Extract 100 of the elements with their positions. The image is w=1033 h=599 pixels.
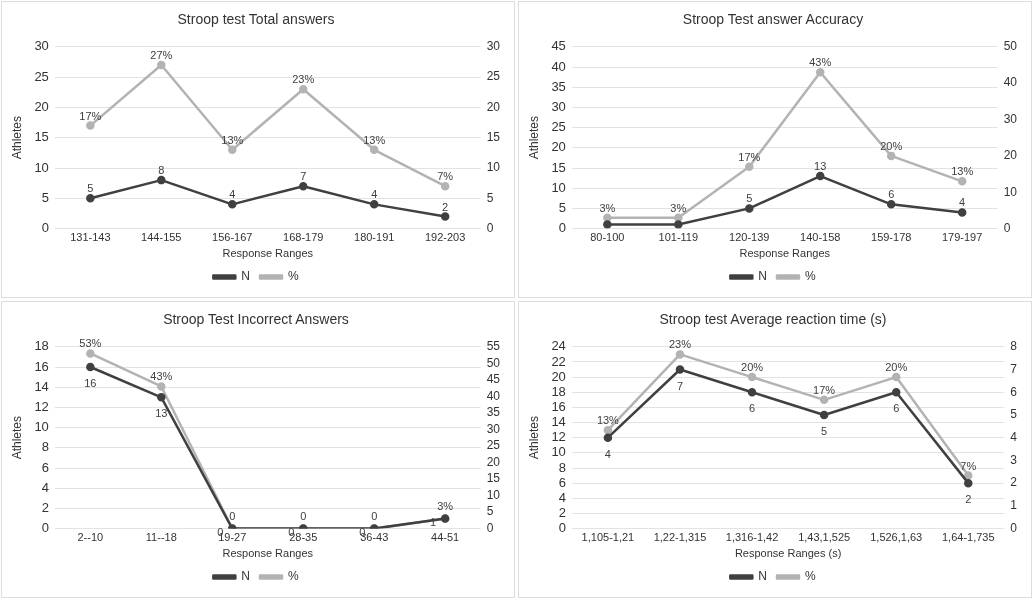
x-tick-label: 1,316-1,42 xyxy=(725,531,779,544)
point xyxy=(815,171,825,181)
data-label: 20% xyxy=(885,361,908,374)
data-label: 6 xyxy=(888,188,895,201)
y2-tick-label: 6 xyxy=(1010,384,1018,399)
x-tick-label: 180-191 xyxy=(354,231,395,244)
y2-tick-label: 10 xyxy=(1003,184,1018,199)
x-tick-label: 1,526,1,63 xyxy=(870,531,923,544)
point xyxy=(886,200,896,209)
y2-tick-label: 35 xyxy=(486,405,501,420)
point xyxy=(964,478,973,488)
data-label: 23% xyxy=(292,73,315,86)
point xyxy=(747,372,757,382)
y-tick-label: 25 xyxy=(34,68,49,84)
x-tick-label: 1,43,1,525 xyxy=(798,531,851,544)
data-label: 0 xyxy=(371,509,378,522)
data-label: 5 xyxy=(746,192,753,205)
y2-tick-label: 0 xyxy=(1010,520,1018,535)
x-tick-label: 1,64-1,735 xyxy=(941,531,995,544)
y-tick-label: 16 xyxy=(551,398,566,414)
y2-tick-label: 10 xyxy=(486,160,501,175)
data-label: 7% xyxy=(960,459,977,472)
data-label: 23% xyxy=(668,338,692,351)
x-tick-label: 120-139 xyxy=(729,231,770,244)
y2-tick-label: 20 xyxy=(486,99,501,114)
point xyxy=(86,362,95,372)
data-label: 13 xyxy=(814,160,827,173)
chart-title: Stroop test Total answers xyxy=(177,11,335,28)
y-tick-label: 2 xyxy=(41,499,49,515)
point xyxy=(674,220,683,229)
x-tick-label: 179-197 xyxy=(941,231,983,244)
y-tick-label: 18 xyxy=(34,338,49,354)
y2-tick-label: 10 xyxy=(486,487,501,502)
y-tick-label: 0 xyxy=(558,520,566,536)
data-label: 13% xyxy=(221,133,244,146)
point xyxy=(747,388,757,397)
y-tick-label: 30 xyxy=(34,38,49,54)
y-tick-label: 12 xyxy=(34,398,49,414)
data-label: 2 xyxy=(442,200,449,213)
y-axis-title: Athletes xyxy=(9,416,24,460)
point xyxy=(228,200,237,209)
y-tick-label: 20 xyxy=(34,98,49,114)
y2-tick-label: 25 xyxy=(486,69,501,84)
point xyxy=(886,151,896,161)
y2-tick-label: 5 xyxy=(486,504,494,519)
y-tick-label: 10 xyxy=(551,179,566,195)
x-tick-label: 144-155 xyxy=(141,231,182,244)
point xyxy=(891,372,901,382)
x-tick-label: 168-179 xyxy=(283,231,324,244)
point xyxy=(228,145,237,155)
x-axis-title: Response Ranges xyxy=(222,247,314,260)
y2-tick-label: 50 xyxy=(1003,39,1018,54)
y-tick-label: 10 xyxy=(34,419,49,435)
data-label: 16 xyxy=(84,377,97,390)
point xyxy=(603,433,613,442)
legend-label: N xyxy=(241,269,250,284)
y-tick-label: 0 xyxy=(41,220,49,236)
y2-tick-label: 3 xyxy=(1010,452,1018,467)
data-label: 17% xyxy=(813,383,836,396)
y-tick-label: 5 xyxy=(558,199,566,215)
data-label: 53% xyxy=(79,337,102,350)
y2-tick-label: 7 xyxy=(1010,361,1018,376)
chart-title: Stroop test Average reaction time (s) xyxy=(659,311,887,328)
chart-title: Stroop Test Incorrect Answers xyxy=(163,311,349,328)
y-axis-title: Athletes xyxy=(526,116,541,160)
x-tick-label: 159-178 xyxy=(871,231,912,244)
y-tick-label: 8 xyxy=(558,459,566,475)
data-label: 5 xyxy=(821,425,828,438)
data-label: 20% xyxy=(741,361,764,374)
x-axis-title: Response Ranges xyxy=(739,247,831,260)
data-label: 17% xyxy=(738,150,761,163)
data-label: 4 xyxy=(371,188,378,201)
data-label: 3% xyxy=(437,499,454,512)
y2-tick-label: 40 xyxy=(1003,75,1018,90)
point xyxy=(745,162,754,172)
y-axis-title: Athletes xyxy=(9,116,24,160)
y-tick-label: 4 xyxy=(558,489,566,505)
y2-tick-label: 30 xyxy=(486,421,501,436)
x-axis-title: Response Ranges (s) xyxy=(734,547,842,560)
y2-tick-label: 5 xyxy=(486,190,494,205)
y-tick-label: 22 xyxy=(551,353,566,369)
y-tick-label: 10 xyxy=(34,159,49,175)
data-label: 6 xyxy=(893,402,900,415)
y-tick-label: 35 xyxy=(551,78,566,94)
y-tick-label: 10 xyxy=(551,444,566,460)
y-tick-label: 6 xyxy=(41,459,49,475)
y2-tick-label: 0 xyxy=(486,520,494,535)
y-tick-label: 15 xyxy=(34,129,49,145)
y-tick-label: 0 xyxy=(558,220,566,236)
y2-tick-label: 25 xyxy=(486,438,501,453)
data-label: 5 xyxy=(87,182,94,195)
y2-tick-label: 30 xyxy=(1003,111,1018,126)
data-label: 43% xyxy=(150,370,173,383)
y2-tick-label: 40 xyxy=(486,388,501,403)
point xyxy=(157,175,166,185)
point xyxy=(603,213,612,222)
point xyxy=(675,365,685,374)
x-tick-label: 11--18 xyxy=(145,531,177,544)
point xyxy=(603,425,613,435)
point xyxy=(440,181,450,191)
